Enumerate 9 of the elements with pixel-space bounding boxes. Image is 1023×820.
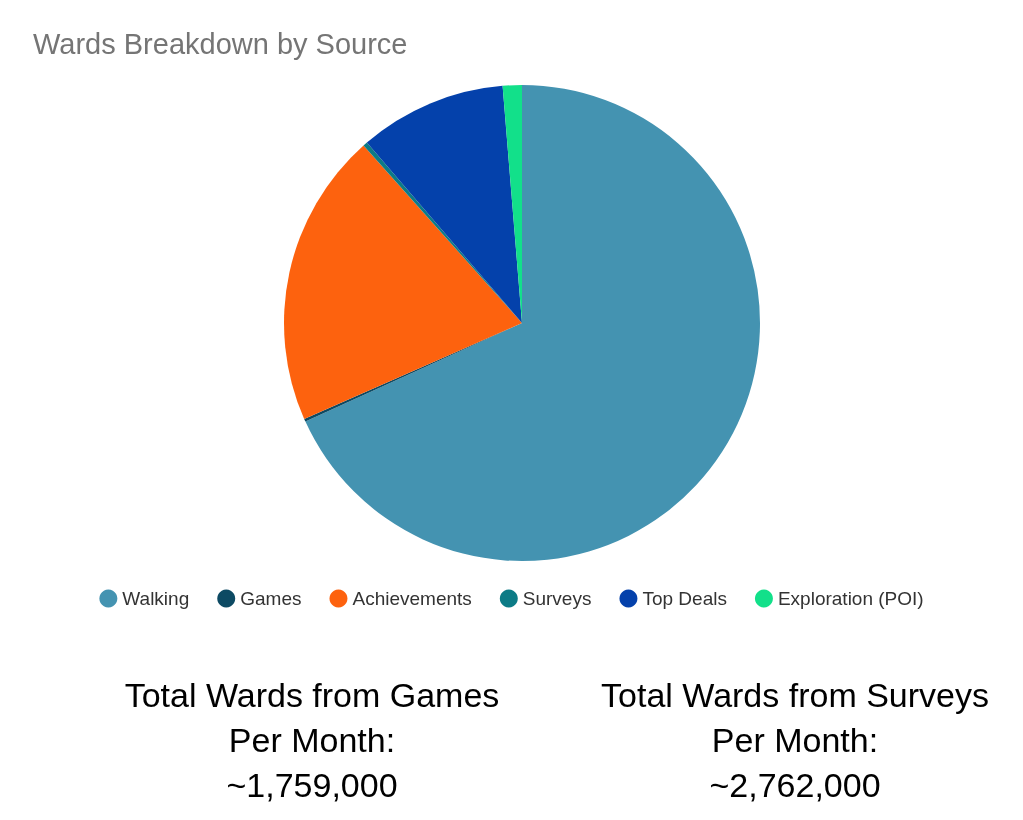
legend-label: Games: [240, 588, 302, 609]
legend-label: Walking: [122, 588, 190, 609]
legend-label: Surveys: [522, 588, 592, 609]
chart-title: Wards Breakdown by Source: [33, 27, 408, 60]
text: Total Wards from Games Per Month: ~1,759,000: [124, 675, 500, 804]
legend-label: Top Deals: [642, 588, 727, 609]
legend-label: Exploration (POI): [777, 588, 924, 609]
text: Total Wards from Surveys Per Month: ~2,762,000: [601, 675, 989, 804]
legend-label: Achievements: [352, 588, 472, 609]
